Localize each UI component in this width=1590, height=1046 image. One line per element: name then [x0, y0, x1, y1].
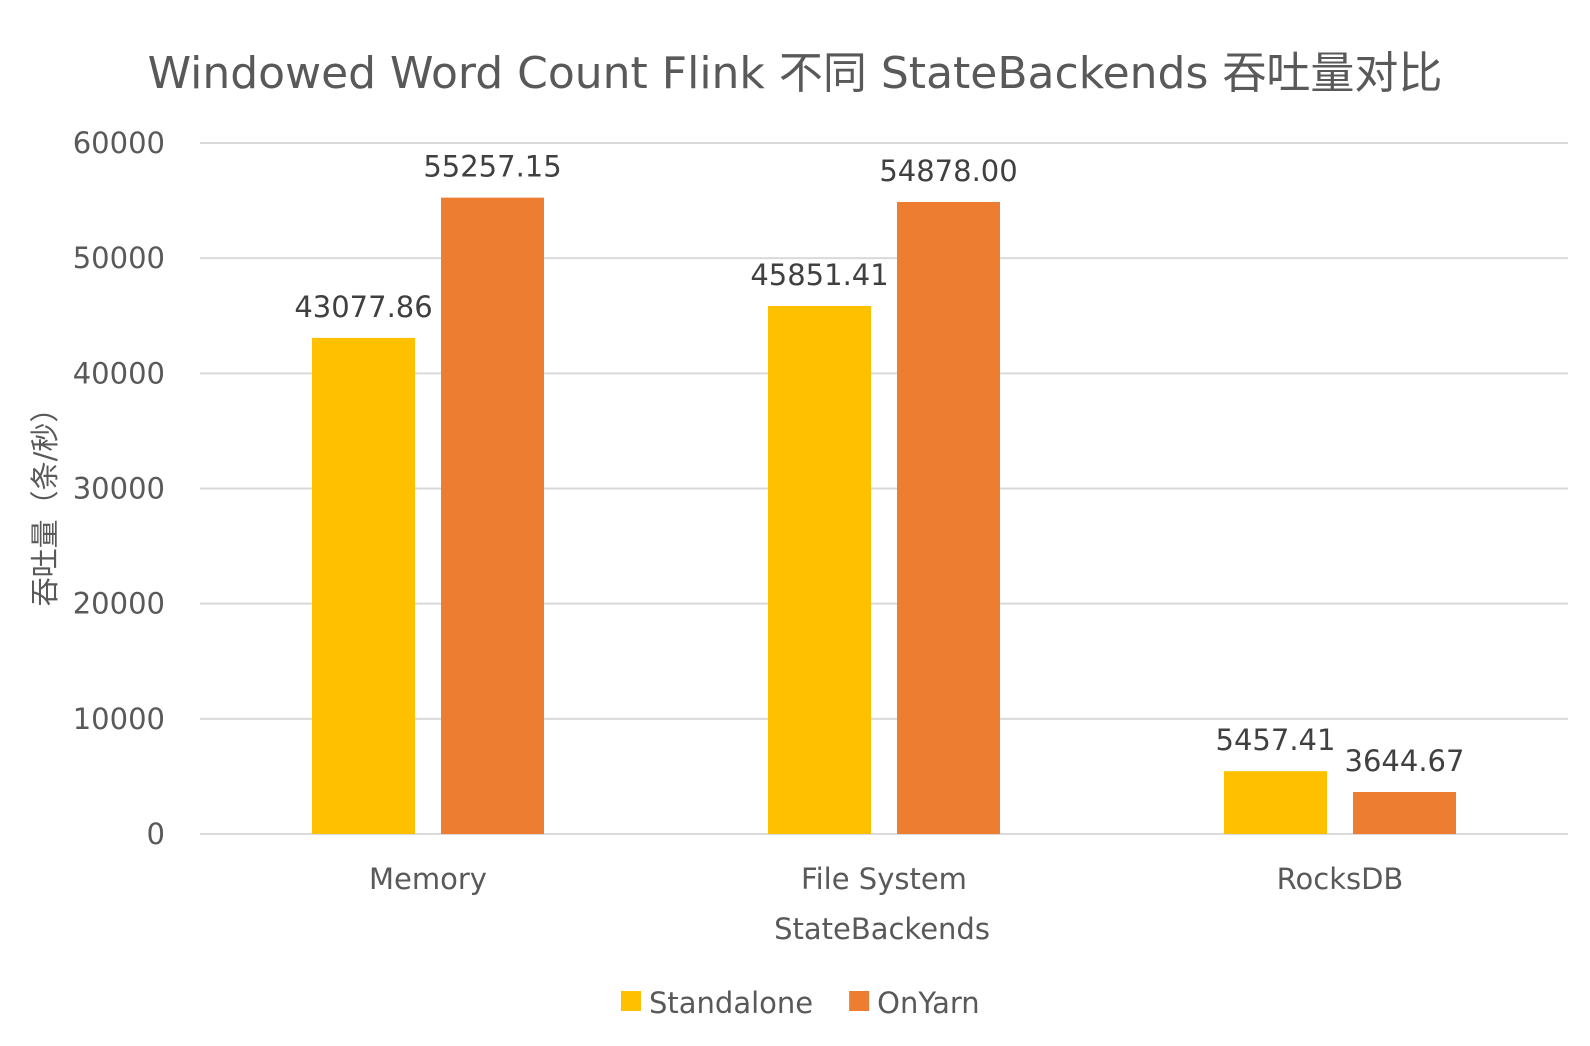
- bar-standalone-memory: [312, 337, 415, 834]
- bar-standalone-rocksdb: [1224, 771, 1327, 834]
- x-category-label: Memory: [369, 862, 487, 896]
- data-label: 3644.67: [1345, 744, 1465, 778]
- y-tick-label: 60000: [73, 126, 165, 160]
- legend: Standalone OnYarn: [621, 986, 980, 1020]
- y-tick-label: 10000: [73, 702, 165, 736]
- y-axis-title: 吞吐量（条/秒）: [28, 394, 62, 607]
- x-category-label: RocksDB: [1277, 862, 1404, 896]
- x-axis-categories: Memory File System RocksDB: [369, 862, 1403, 896]
- data-label: 45851.41: [750, 258, 888, 292]
- y-tick-label: 30000: [73, 472, 165, 506]
- legend-label: Standalone: [649, 986, 813, 1020]
- bar-onyarn-rocksdb: [1353, 792, 1456, 834]
- data-labels: 43077.86 55257.15 45851.41 54878.00 5457.41 3…: [294, 150, 1464, 778]
- gridlines: [200, 142, 1568, 835]
- legend-swatch: [849, 991, 870, 1011]
- bar-standalone-file-system: [768, 305, 871, 834]
- x-axis-title: StateBackends: [774, 912, 990, 946]
- legend-swatch: [621, 991, 641, 1011]
- bar-onyarn-memory: [441, 197, 544, 834]
- data-label: 54878.00: [879, 154, 1017, 188]
- legend-label: OnYarn: [877, 986, 980, 1020]
- bar-onyarn-file-system: [897, 201, 1000, 834]
- data-label: 5457.41: [1216, 723, 1336, 757]
- data-label: 43077.86: [294, 290, 432, 324]
- x-category-label: File System: [801, 862, 967, 896]
- y-tick-label: 0: [147, 817, 165, 851]
- y-tick-label: 40000: [73, 356, 165, 390]
- data-label: 55257.15: [423, 150, 561, 184]
- chart-title: Windowed Word Count Flink 不同 StateBacken…: [148, 48, 1443, 99]
- y-tick-label: 20000: [73, 587, 165, 621]
- y-tick-label: 50000: [73, 241, 165, 275]
- bars: [312, 197, 1456, 834]
- y-axis-ticks: 0 10000 20000 30000 40000 50000 60000: [73, 126, 165, 851]
